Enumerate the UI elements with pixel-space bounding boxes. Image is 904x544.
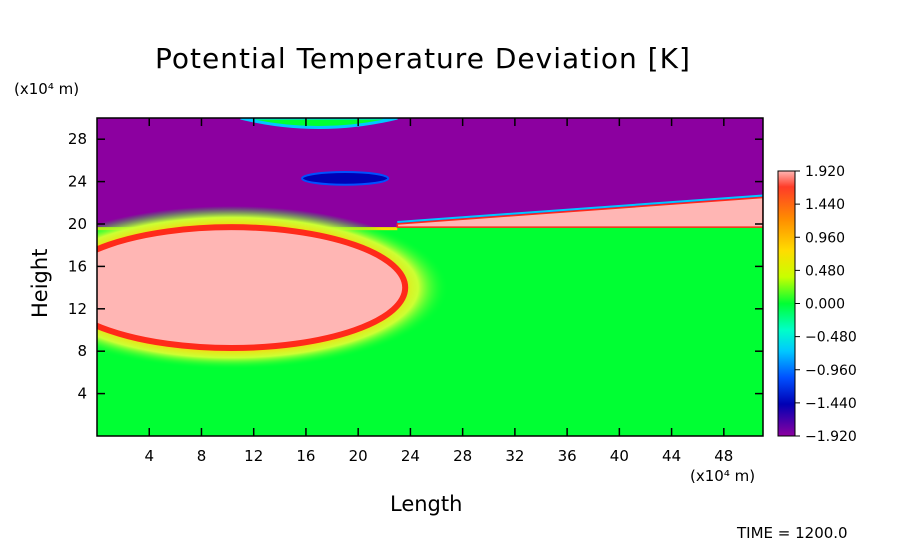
- region-warm-wedge: [396, 196, 763, 228]
- x-tick-label: 8: [197, 447, 207, 465]
- time-readout: TIME = 1200.0: [737, 524, 848, 542]
- y-tick-label: 20: [68, 215, 87, 233]
- colorbar-tick-label: −0.480: [805, 330, 857, 346]
- x-tick-label: 28: [453, 447, 472, 465]
- x-tick-label: 4: [144, 447, 154, 465]
- x-tick-label: 44: [662, 447, 681, 465]
- chart-title: Potential Temperature Deviation [K]: [155, 42, 691, 75]
- y-tick-label: 16: [68, 257, 87, 275]
- colorbar-tick-label: −1.920: [805, 429, 857, 445]
- y-tick-label: 8: [77, 342, 87, 360]
- colorbar-tick-label: −0.960: [805, 363, 857, 379]
- x-tick-label: 36: [558, 447, 577, 465]
- x-tick-label: 48: [714, 447, 733, 465]
- region-wedge-edge: [397, 194, 763, 223]
- y-axis-label: Height: [28, 248, 52, 318]
- colorbar-tick-label: 0.000: [805, 297, 845, 313]
- x-tick-label: 24: [401, 447, 420, 465]
- colorbar-tick-label: 0.480: [805, 263, 845, 279]
- x-axis-unit: (x10⁴ m): [690, 467, 756, 485]
- colorbar-tick-label: 0.960: [805, 230, 845, 246]
- region-cold-patch: [301, 171, 390, 186]
- colorbar-tick-label: 1.440: [805, 197, 845, 213]
- plot-frame: [96, 117, 764, 437]
- y-tick-label: 24: [68, 173, 87, 191]
- colorbar-scale: [777, 170, 796, 437]
- region-warm-bubble: [97, 224, 409, 352]
- x-axis-label: Length: [390, 492, 463, 516]
- x-tick-label: 12: [244, 447, 263, 465]
- colorbar: 1.920 1.440 0.960 0.480 0.000 −0.480 −0.960 −1.…: [777, 164, 857, 445]
- y-axis-unit: (x10⁴ m): [14, 80, 80, 98]
- colorbar-tick-label: −1.440: [805, 396, 857, 412]
- x-tick-label: 40: [610, 447, 629, 465]
- x-tick-label: 32: [505, 447, 524, 465]
- y-tick-label: 4: [77, 385, 87, 403]
- x-tick-label: 16: [296, 447, 315, 465]
- y-tick-label: 28: [68, 130, 87, 148]
- x-tick-label: 20: [349, 447, 368, 465]
- colorbar-tick-label: 1.920: [805, 164, 845, 180]
- y-tick-label: 12: [68, 300, 87, 318]
